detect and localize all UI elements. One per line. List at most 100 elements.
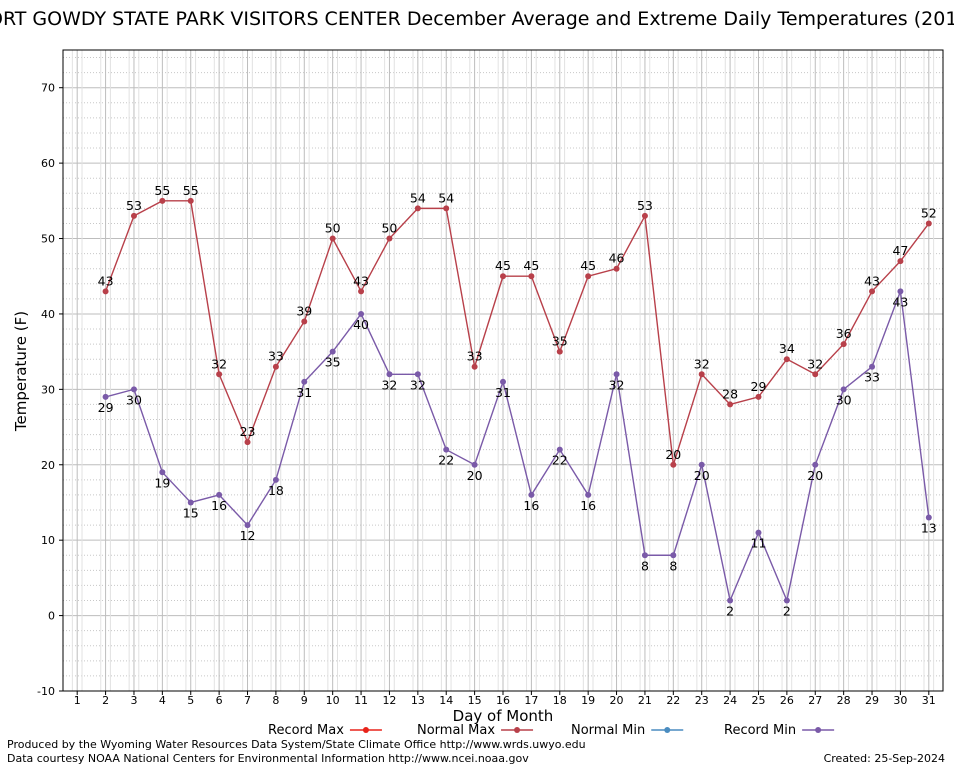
record-min-data-label: 31 bbox=[495, 385, 511, 400]
record-min-data-label: 2 bbox=[726, 604, 734, 619]
record-min-point bbox=[102, 393, 109, 400]
data-labels: 43 53 55 55 32 23 33 39 50 43 50 54 54 33 45 45 35 45 46 53… bbox=[98, 183, 937, 619]
x-tick-label: 9 bbox=[301, 694, 308, 707]
normal-max-point bbox=[727, 401, 734, 408]
x-tick-label: 11 bbox=[354, 694, 368, 707]
normal-max-point bbox=[585, 273, 592, 280]
x-tick-label: 23 bbox=[695, 694, 709, 707]
normal-max-data-label: 43 bbox=[98, 273, 114, 288]
y-tick-label: 30 bbox=[41, 383, 55, 396]
x-tick-label: 8 bbox=[272, 694, 279, 707]
record-min-point bbox=[613, 371, 620, 378]
record-min-point bbox=[471, 461, 478, 468]
x-tick-label: 13 bbox=[411, 694, 425, 707]
record-min-point bbox=[187, 499, 194, 506]
normal-max-point bbox=[869, 288, 876, 295]
record-min-point bbox=[414, 371, 421, 378]
record-min-data-label: 12 bbox=[240, 528, 256, 543]
normal-max-data-label: 46 bbox=[609, 251, 625, 266]
record-min-data-label: 16 bbox=[523, 498, 539, 513]
x-tick-label: 15 bbox=[468, 694, 482, 707]
footer-data-courtesy: Data courtesy NOAA National Centers for … bbox=[7, 752, 529, 765]
normal-max-data-label: 23 bbox=[240, 424, 256, 439]
x-tick-label: 4 bbox=[159, 694, 166, 707]
record-min-line bbox=[105, 291, 930, 603]
record-min-data-label: 20 bbox=[467, 468, 483, 483]
normal-max-point bbox=[670, 461, 677, 468]
normal-max-data-label: 53 bbox=[637, 198, 653, 213]
x-tick-label: 21 bbox=[638, 694, 652, 707]
y-tick-label: 50 bbox=[41, 233, 55, 246]
record-min-point bbox=[244, 522, 251, 529]
record-min-point bbox=[840, 386, 847, 393]
normal-max-point bbox=[925, 220, 932, 227]
normal-max-line bbox=[104, 200, 930, 465]
record-min-data-label: 2 bbox=[783, 604, 791, 619]
x-tick-label: 6 bbox=[216, 694, 223, 707]
normal-max-data-label: 43 bbox=[864, 273, 880, 288]
record-min-point bbox=[556, 446, 563, 453]
record-min-point bbox=[585, 491, 592, 498]
x-tick-label: 1 bbox=[74, 694, 81, 707]
record-min-data-label: 40 bbox=[353, 317, 369, 332]
record-min-point bbox=[272, 476, 279, 483]
x-tick-label: 25 bbox=[751, 694, 765, 707]
x-tick-label: 18 bbox=[553, 694, 567, 707]
record-min-data-label: 11 bbox=[751, 536, 767, 551]
normal-max-point bbox=[556, 348, 563, 355]
y-tick-label: 0 bbox=[48, 610, 55, 623]
x-tick-label: 28 bbox=[837, 694, 851, 707]
record-min-point bbox=[727, 597, 734, 604]
normal-max-data-label: 45 bbox=[523, 258, 539, 273]
record-min-data-label: 19 bbox=[154, 475, 170, 490]
normal-max-data-label: 47 bbox=[892, 243, 908, 258]
x-tick-label: 7 bbox=[244, 694, 251, 707]
record-min-data-label: 32 bbox=[381, 377, 397, 392]
record-min-point bbox=[783, 597, 790, 604]
record-min-data-label: 43 bbox=[892, 294, 908, 309]
record-min-data-label: 8 bbox=[669, 558, 677, 573]
record-min-point bbox=[159, 469, 166, 476]
record-min-data-label: 30 bbox=[126, 392, 142, 407]
grid bbox=[63, 50, 943, 692]
legend: Record Max Normal Max Normal Min Record Min bbox=[268, 723, 835, 738]
x-tick-label: 27 bbox=[808, 694, 822, 707]
normal-max-data-label: 28 bbox=[722, 386, 738, 401]
record-min-point bbox=[329, 348, 336, 355]
normal-max-data-label: 29 bbox=[751, 379, 767, 394]
normal-max-point bbox=[244, 439, 251, 446]
x-tick-label: 12 bbox=[382, 694, 396, 707]
normal-max-point bbox=[358, 288, 365, 295]
legend-label-record-min: Record Min bbox=[724, 723, 796, 738]
record-min-point bbox=[528, 491, 535, 498]
record-min-data-label: 35 bbox=[325, 355, 341, 370]
y-tick-label: -10 bbox=[37, 685, 55, 698]
y-tick-label: 70 bbox=[41, 82, 55, 95]
record-min-data-label: 16 bbox=[211, 498, 227, 513]
x-tick-label: 16 bbox=[496, 694, 510, 707]
normal-max-point bbox=[783, 356, 790, 363]
x-tick-label: 10 bbox=[326, 694, 340, 707]
x-tick-label: 5 bbox=[187, 694, 194, 707]
x-tick-label: 3 bbox=[130, 694, 137, 707]
record-min-data-label: 15 bbox=[183, 505, 199, 520]
x-tick-label: 2 bbox=[102, 694, 109, 707]
record-min-data-label: 32 bbox=[609, 377, 625, 392]
series-group bbox=[102, 197, 932, 604]
legend-label-normal-min: Normal Min bbox=[571, 723, 645, 738]
record-min-point bbox=[641, 552, 648, 559]
x-tick-label: 17 bbox=[524, 694, 538, 707]
x-tick-label: 24 bbox=[723, 694, 737, 707]
x-tick-label: 22 bbox=[666, 694, 680, 707]
record-min-point bbox=[216, 491, 223, 498]
record-min-point bbox=[897, 288, 904, 295]
normal-max-data-label: 33 bbox=[467, 349, 483, 364]
normal-max-data-label: 45 bbox=[495, 258, 511, 273]
normal-max-point bbox=[102, 288, 109, 295]
normal-max-data-label: 54 bbox=[438, 190, 454, 205]
footer-created: Created: 25-Sep-2024 bbox=[824, 752, 945, 765]
normal-max-point bbox=[812, 371, 819, 378]
legend-swatch-marker-normal-max bbox=[514, 727, 521, 733]
normal-max-data-label: 34 bbox=[779, 341, 795, 356]
